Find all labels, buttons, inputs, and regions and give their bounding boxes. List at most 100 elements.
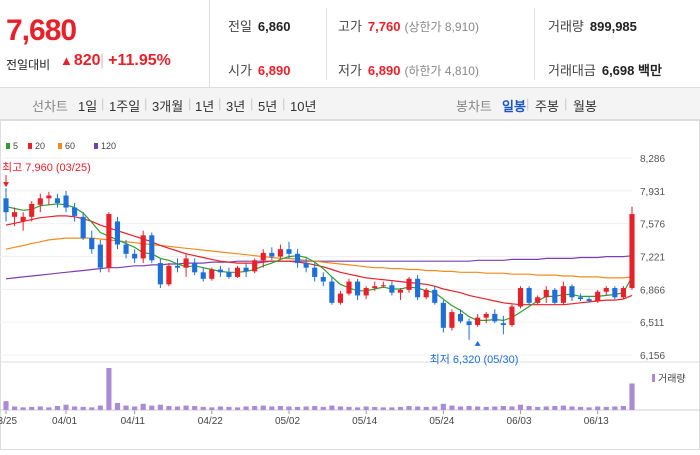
upper-limit: (상한가 8,910) <box>404 20 479 34</box>
divider: | <box>101 96 105 111</box>
divider: | <box>144 96 148 111</box>
candle-body <box>457 313 464 322</box>
candle-chart-label[interactable]: 봉차트 <box>456 99 492 114</box>
tab-monthly[interactable]: 월봉 <box>573 99 597 114</box>
volume-bar <box>166 406 172 410</box>
volume-bar <box>603 406 609 410</box>
candle-body <box>80 216 86 239</box>
candle-body <box>312 267 318 277</box>
divider: | <box>526 96 530 111</box>
change-label: 전일대비 <box>6 58 51 72</box>
tab-period-1w[interactable]: 1주일 <box>109 99 141 114</box>
volume-bar <box>457 406 464 410</box>
volume-bar <box>277 406 283 410</box>
candle-body <box>174 265 181 268</box>
x-tick-label: 03/25 <box>0 416 17 427</box>
high-label: 고가 <box>338 19 362 34</box>
volume-bar <box>174 406 181 410</box>
candle-body <box>449 312 455 328</box>
x-tick-label: 04/11 <box>121 416 146 427</box>
volume-bar <box>329 405 335 410</box>
candle-body <box>132 253 138 259</box>
divider <box>534 8 535 80</box>
candlestick-chart: 5 20 60 120 8,286 7,931 7,576 7,221 6,866 6,511 6,… <box>0 120 700 450</box>
candle-body <box>432 289 438 303</box>
volume-legend-label: 거래량 <box>658 373 686 385</box>
volume-bar <box>217 406 223 410</box>
candle-body <box>517 288 524 307</box>
tab-period-1y[interactable]: 1년 <box>195 99 215 114</box>
candle-body <box>166 265 172 285</box>
volume-bar <box>294 406 301 410</box>
high-price: 고가 7,760 (상한가 8,910) <box>338 16 479 35</box>
volume-bar <box>355 407 361 410</box>
legend-label: 5 <box>13 141 18 151</box>
volume-bar <box>3 401 9 410</box>
candle-body <box>603 288 609 292</box>
candle-body <box>560 286 566 303</box>
volume-bar <box>243 406 249 410</box>
tab-period-10y[interactable]: 10년 <box>290 99 317 114</box>
divider: | <box>250 96 254 111</box>
candle-body <box>552 289 558 303</box>
volume-bar <box>29 406 35 410</box>
tab-period-1d[interactable]: 1일 <box>78 99 98 114</box>
candle-body <box>209 269 215 279</box>
tab-weekly[interactable]: 주봉 <box>535 99 559 114</box>
volume-bar <box>415 406 421 410</box>
candle-body <box>363 288 369 296</box>
open-price: 시가 6,890 <box>228 60 290 79</box>
volume-bar <box>440 403 446 410</box>
volume-bar <box>517 404 524 410</box>
candle-body <box>406 278 412 290</box>
candle-body <box>569 286 575 298</box>
prev-close: 전일 6,860 <box>228 16 290 35</box>
candle-body <box>294 253 301 264</box>
candle-body <box>157 263 163 285</box>
volume-bar <box>432 406 438 410</box>
y-tick-label: 6,866 <box>640 285 665 296</box>
tab-period-3m[interactable]: 3개월 <box>152 99 184 114</box>
candle-body <box>380 285 386 287</box>
volume-bar <box>500 406 506 410</box>
tab-daily[interactable]: 일봉 <box>502 99 526 114</box>
candle-body <box>423 289 429 298</box>
tab-period-5y[interactable]: 5년 <box>258 99 278 114</box>
up-arrow-icon: ▲ <box>60 53 73 68</box>
line-chart-label[interactable]: 선차트 <box>32 99 68 114</box>
volume-bar <box>157 404 163 410</box>
y-tick-label: 6,511 <box>640 318 665 329</box>
volume-bar <box>483 406 489 410</box>
divider <box>326 8 327 80</box>
tab-period-3y[interactable]: 3년 <box>226 99 246 114</box>
candle-body <box>329 281 335 303</box>
candle-body <box>586 299 592 301</box>
low-price: 저가 6,890 (하한가 4,810) <box>338 60 479 79</box>
candle-body <box>629 214 635 289</box>
x-tick-label: 06/13 <box>584 416 609 427</box>
legend-label: 60 <box>65 141 75 151</box>
candle-body <box>89 238 95 250</box>
volume-bar <box>234 407 241 410</box>
candle-body <box>303 263 309 268</box>
candle-body <box>37 198 43 205</box>
volume-bar <box>80 406 86 410</box>
candle-body <box>492 313 498 322</box>
candle-body <box>372 286 378 289</box>
candle-body <box>260 252 266 261</box>
volume-bar <box>586 407 592 410</box>
candle-body <box>106 214 112 268</box>
quote-header: 7,680 전일대비 ▲820 +11.95% 전일6,860 고가7,760(… <box>0 0 700 88</box>
volume-bar <box>535 406 541 410</box>
candle-body <box>595 291 601 301</box>
volume-label: 거래량 <box>548 19 584 34</box>
candle-body <box>114 221 121 245</box>
volume-bar <box>209 407 215 410</box>
candle-body <box>577 297 584 300</box>
candle-body <box>46 195 52 199</box>
volume-bar <box>260 405 266 410</box>
volume-bar <box>449 405 455 410</box>
volume-bar <box>629 383 635 410</box>
y-tick-label: 7,576 <box>640 220 665 231</box>
candle-body <box>346 281 352 294</box>
